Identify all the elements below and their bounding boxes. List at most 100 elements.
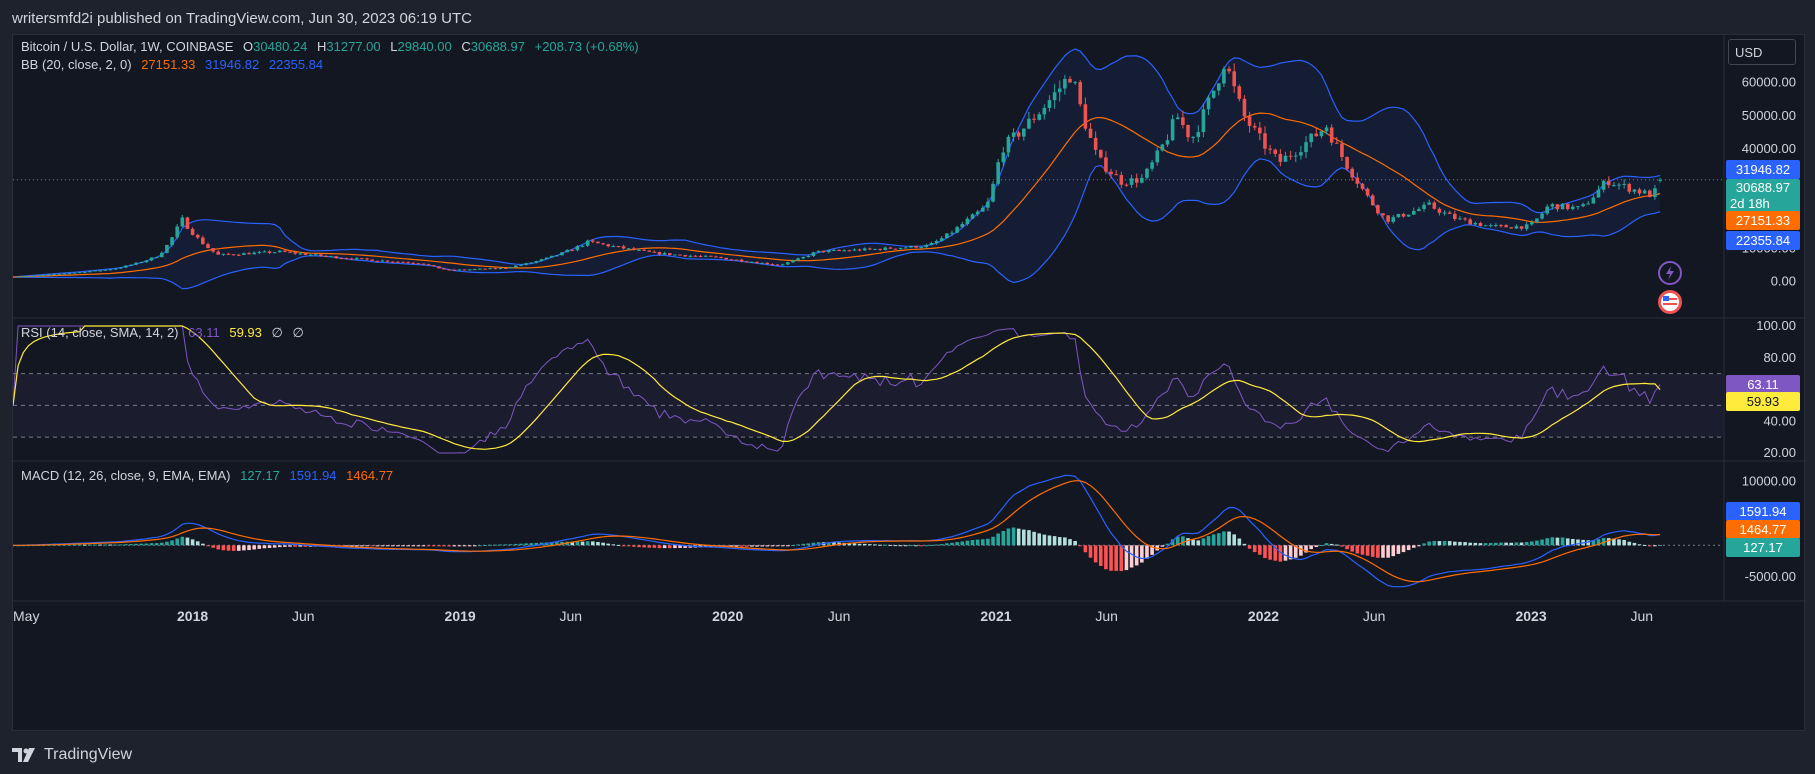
- macd-hist-bar: [652, 545, 657, 548]
- change-value: +208.73 (+0.68%): [534, 39, 639, 54]
- candle-body: [1160, 144, 1165, 151]
- macd-hist-bar: [1601, 537, 1606, 546]
- bb-upper-tag: 31946.82: [1726, 160, 1800, 179]
- macd-hist-bar: [1288, 545, 1293, 560]
- macd-hist-bar: [1350, 545, 1355, 552]
- candle-body: [575, 246, 580, 251]
- candle-body: [1447, 212, 1452, 214]
- symbol-legend[interactable]: Bitcoin / U.S. Dollar, 1W, COINBASE O304…: [21, 39, 645, 54]
- macd-hist-bar: [744, 545, 749, 547]
- candle-body: [1001, 152, 1006, 163]
- candle-body: [1042, 107, 1047, 115]
- candle-body: [1617, 184, 1621, 186]
- candle-body: [1509, 227, 1514, 229]
- macd-hist-bar: [1104, 545, 1108, 570]
- candle-body: [765, 262, 770, 265]
- macd-hist-bar: [524, 543, 528, 546]
- candle-body: [1237, 86, 1242, 99]
- candle-body: [124, 265, 128, 268]
- candle-body: [1211, 90, 1216, 98]
- macd-hist-bar: [945, 543, 949, 546]
- macd-hist-bar: [591, 541, 595, 546]
- candle-body: [236, 254, 241, 256]
- time-tick-label: Jun: [1630, 608, 1653, 624]
- o-label: O: [243, 39, 254, 54]
- macd-hist-bar: [1293, 545, 1298, 558]
- macd-hist-bar: [1529, 541, 1534, 546]
- macd-hist-bar: [1252, 545, 1257, 553]
- macd-hist-bar: [596, 541, 600, 546]
- macd-hist-bar: [83, 544, 87, 546]
- candle-body: [1504, 225, 1508, 228]
- time-tick-label: Jun: [1363, 608, 1386, 624]
- macd-hist-bar: [1242, 543, 1247, 546]
- candle-body: [1217, 83, 1221, 91]
- us-flag-icon[interactable]: [1658, 290, 1682, 314]
- candle-body: [847, 250, 852, 252]
- candle-body: [478, 268, 482, 270]
- candle-body: [1627, 183, 1632, 192]
- tradingview-brand[interactable]: TradingView: [12, 746, 132, 764]
- chart-area[interactable]: 0.0010000.0020000.0030000.0040000.005000…: [12, 34, 1806, 732]
- candle-body: [549, 255, 554, 258]
- candle-body: [401, 261, 405, 263]
- chart-svg[interactable]: 0.0010000.0020000.0030000.0040000.005000…: [13, 35, 1806, 732]
- candle-body: [642, 249, 646, 251]
- candle-body: [380, 260, 385, 262]
- macd-hist-bar: [878, 544, 882, 546]
- candle-body: [1288, 155, 1293, 157]
- bb-legend[interactable]: BB (20, close, 2, 0) 27151.33 31946.82 2…: [21, 57, 329, 72]
- macd-hist-bar: [1263, 545, 1267, 559]
- candle-body: [652, 251, 657, 253]
- macd-hist-bar: [1596, 539, 1601, 546]
- candle-body: [524, 263, 528, 265]
- candle-body: [1242, 98, 1247, 117]
- candle-body: [1068, 78, 1072, 83]
- candle-body: [1027, 118, 1031, 129]
- candle-body: [544, 257, 549, 260]
- macd-hist-bar: [1011, 527, 1016, 546]
- macd-hist-bar: [1437, 541, 1442, 546]
- macd-hist-bar: [1370, 545, 1375, 557]
- candle-body: [724, 257, 729, 260]
- candle-body: [211, 248, 215, 252]
- candle-body: [980, 207, 985, 212]
- lightning-icon[interactable]: [1658, 261, 1682, 285]
- rsi-sma-line: [13, 325, 1661, 450]
- currency-button[interactable]: USD: [1728, 39, 1796, 65]
- candle-body: [667, 253, 672, 255]
- macd-hist-bar: [1027, 530, 1031, 546]
- candle-body: [714, 256, 718, 258]
- bb-lower-line: [13, 158, 1661, 290]
- macd-hist-bar: [62, 544, 67, 546]
- macd-signal-line: [13, 480, 1661, 583]
- candle-body: [442, 268, 446, 270]
- candle-body: [26, 275, 31, 277]
- macd-hist-bar: [1119, 545, 1124, 572]
- macd-hist-bar: [1463, 542, 1467, 546]
- candle-body: [149, 257, 154, 261]
- macd-legend[interactable]: MACD (12, 26, close, 9, EMA, EMA) 127.17…: [21, 468, 399, 483]
- macd-hist-bar: [514, 543, 518, 546]
- macd-hist-bar: [437, 545, 441, 547]
- candle-body: [816, 250, 821, 253]
- rsi-legend[interactable]: RSI (14, close, SMA, 14, 2) 63.11 59.93 …: [21, 325, 310, 341]
- macd-hist-bar: [1170, 539, 1175, 546]
- c-label: C: [461, 39, 471, 54]
- candle-body: [1201, 109, 1206, 133]
- macd-hist-bar: [1211, 534, 1216, 546]
- candle-body: [1601, 180, 1606, 190]
- candle-body: [1345, 157, 1349, 169]
- macd-hist-bar: [975, 539, 980, 546]
- macd-hist-bar: [883, 544, 888, 546]
- candle-body: [852, 249, 857, 251]
- low-value: 29840.00: [397, 39, 452, 54]
- candle-body: [529, 262, 534, 264]
- macd-hist-bar: [1376, 545, 1380, 558]
- macd-hist-bar: [611, 544, 616, 546]
- macd-hist-bar: [580, 541, 585, 546]
- candle-body: [508, 267, 513, 269]
- candle-body: [755, 262, 759, 264]
- macd-hist-bar: [1432, 540, 1437, 546]
- macd-hist-tag: 127.17: [1726, 538, 1800, 557]
